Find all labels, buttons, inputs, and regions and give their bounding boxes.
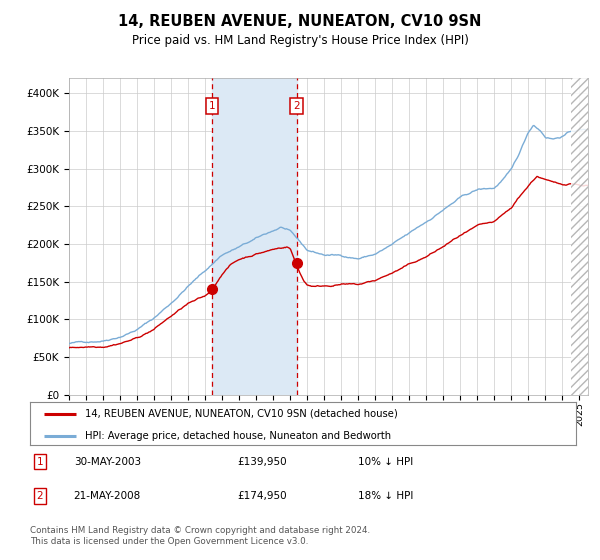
Text: 14, REUBEN AVENUE, NUNEATON, CV10 9SN (detached house): 14, REUBEN AVENUE, NUNEATON, CV10 9SN (d… — [85, 409, 397, 419]
Text: £174,950: £174,950 — [238, 491, 287, 501]
Text: £139,950: £139,950 — [238, 456, 287, 466]
Text: 21-MAY-2008: 21-MAY-2008 — [74, 491, 141, 501]
Text: 1: 1 — [37, 456, 43, 466]
Bar — [212, 78, 296, 395]
Polygon shape — [571, 78, 590, 395]
Text: 14, REUBEN AVENUE, NUNEATON, CV10 9SN: 14, REUBEN AVENUE, NUNEATON, CV10 9SN — [118, 14, 482, 29]
Text: 10% ↓ HPI: 10% ↓ HPI — [358, 456, 413, 466]
Text: HPI: Average price, detached house, Nuneaton and Bedworth: HPI: Average price, detached house, Nune… — [85, 431, 391, 441]
Text: 18% ↓ HPI: 18% ↓ HPI — [358, 491, 413, 501]
Text: Price paid vs. HM Land Registry's House Price Index (HPI): Price paid vs. HM Land Registry's House … — [131, 34, 469, 46]
Text: 2: 2 — [293, 101, 300, 111]
Text: Contains HM Land Registry data © Crown copyright and database right 2024.
This d: Contains HM Land Registry data © Crown c… — [30, 526, 370, 546]
Text: 30-MAY-2003: 30-MAY-2003 — [74, 456, 141, 466]
Text: 2: 2 — [37, 491, 43, 501]
Text: 1: 1 — [209, 101, 215, 111]
